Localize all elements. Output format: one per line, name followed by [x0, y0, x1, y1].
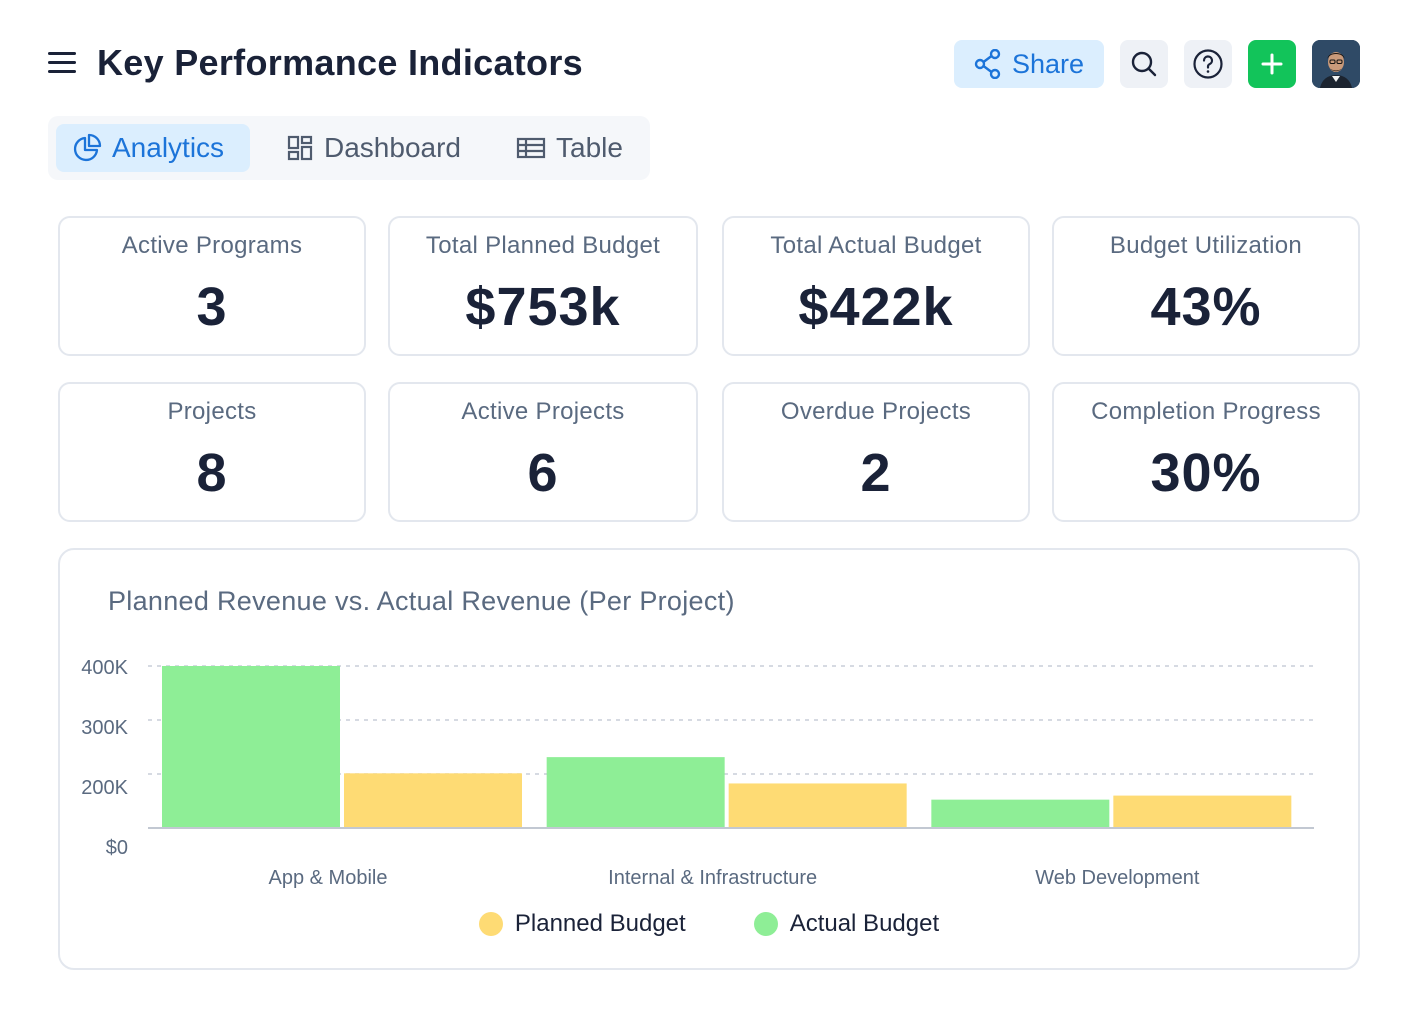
bar-actual — [162, 666, 340, 828]
user-avatar[interactable] — [1312, 40, 1360, 88]
kpi-card-active-projects: Active Projects 6 — [388, 382, 698, 522]
table-icon — [516, 137, 546, 159]
kpi-label: Active Projects — [461, 398, 625, 425]
search-icon — [1131, 51, 1157, 77]
kpi-card-budget-utilization: Budget Utilization 43% — [1052, 216, 1360, 356]
kpi-card-projects: Projects 8 — [58, 382, 366, 522]
kpi-card-total-actual-budget: Total Actual Budget $422k — [722, 216, 1030, 356]
x-category-label: Web Development — [1035, 867, 1200, 889]
kpi-card-completion-progress: Completion Progress 30% — [1052, 382, 1360, 522]
kpi-card-total-planned-budget: Total Planned Budget $753k — [388, 216, 698, 356]
x-category-label: Internal & Infrastructure — [608, 867, 817, 889]
kpi-value: $422k — [798, 277, 954, 337]
kpi-card-overdue-projects: Overdue Projects 2 — [722, 382, 1030, 522]
kpi-value: 3 — [196, 277, 228, 337]
x-category-label: App & Mobile — [269, 867, 388, 889]
kpi-value: 30% — [1150, 443, 1262, 503]
legend-label-planned: Planned Budget — [514, 910, 686, 937]
kpi-value: 2 — [860, 443, 892, 503]
kpi-label: Total Actual Budget — [770, 232, 982, 259]
kpi-label: Budget Utilization — [1109, 232, 1303, 259]
tab-dashboard-label: Dashboard — [324, 132, 461, 163]
kpi-value: 43% — [1150, 277, 1262, 337]
kpi-card-active-programs: Active Programs 3 — [58, 216, 366, 356]
legend-dot-planned — [478, 912, 503, 936]
share-button-label: Share — [1011, 48, 1085, 79]
pie-chart-icon — [73, 133, 102, 162]
tab-table-label: Table — [556, 132, 623, 163]
add-button[interactable] — [1248, 40, 1296, 88]
bar-actual — [546, 757, 725, 828]
share-icon — [974, 49, 1001, 79]
kpi-value: 8 — [196, 443, 228, 503]
revenue-chart-card: Planned Revenue vs. Actual Revenue (Per … — [58, 548, 1360, 970]
chart-legend: Planned Budget Actual Budget — [60, 910, 1358, 938]
y-tick-label: 200K — [81, 777, 128, 799]
chart-title: Planned Revenue vs. Actual Revenue (Per … — [108, 586, 735, 616]
revenue-bar-chart: 400K 300K 200K $0 App & Mobile Internal & Inf… — [81, 657, 1314, 889]
legend-label-actual: Actual Budget — [789, 910, 940, 937]
layout-grid-icon — [287, 135, 313, 161]
bar-actual — [931, 799, 1110, 828]
tab-analytics-label: Analytics — [112, 132, 225, 163]
y-tick-label: 400K — [81, 657, 128, 679]
tab-dashboard[interactable]: Dashboard — [270, 124, 477, 172]
kpi-value: $753k — [465, 277, 621, 337]
legend-item-planned[interactable]: Planned Budget — [478, 910, 686, 938]
question-circle-icon — [1193, 49, 1223, 79]
legend-item-actual[interactable]: Actual Budget — [753, 910, 940, 938]
y-tick-label: 300K — [81, 717, 128, 739]
tab-analytics[interactable]: Analytics — [56, 124, 250, 172]
legend-dot-actual — [753, 912, 778, 936]
y-tick-label: $0 — [106, 837, 128, 859]
tab-table[interactable]: Table — [500, 124, 639, 172]
header: Key Performance Indicators Share — [48, 40, 1360, 88]
plus-icon — [1261, 53, 1283, 75]
bar-planned — [344, 773, 522, 828]
bar-planned — [1113, 795, 1292, 828]
kpi-value: 6 — [527, 443, 559, 503]
kpi-label: Projects — [167, 398, 257, 425]
kpi-label: Overdue Projects — [780, 398, 972, 425]
view-tabs: Analytics Dashboard Table — [48, 116, 650, 180]
search-button[interactable] — [1120, 40, 1168, 88]
kpi-label: Total Planned Budget — [425, 232, 661, 259]
user-photo-icon — [1312, 40, 1360, 88]
hamburger-menu-icon[interactable] — [48, 52, 76, 74]
bar-planned — [728, 783, 907, 828]
kpi-label: Completion Progress — [1091, 398, 1321, 425]
kpi-label: Active Programs — [121, 232, 303, 259]
help-button[interactable] — [1184, 40, 1232, 88]
page-title: Key Performance Indicators — [97, 42, 583, 83]
share-button[interactable]: Share — [954, 40, 1104, 88]
